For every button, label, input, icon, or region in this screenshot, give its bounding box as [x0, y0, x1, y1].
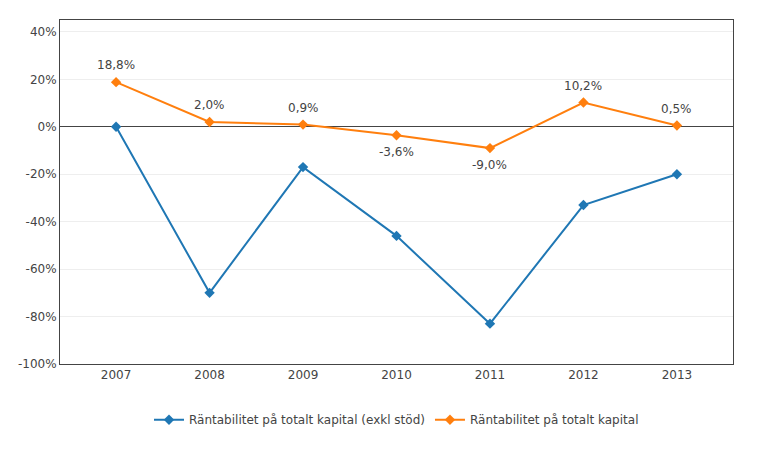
svg-text:0,5%: 0,5% [661, 102, 692, 116]
svg-text:18,8%: 18,8% [97, 58, 135, 72]
svg-text:10,2%: 10,2% [564, 79, 602, 93]
svg-text:20%: 20% [30, 73, 57, 87]
svg-text:0,9%: 0,9% [288, 101, 319, 115]
svg-text:2008: 2008 [194, 368, 225, 382]
svg-text:2010: 2010 [381, 368, 412, 382]
svg-text:2012: 2012 [568, 368, 599, 382]
svg-text:-20%: -20% [26, 167, 57, 181]
svg-text:2011: 2011 [475, 368, 506, 382]
svg-text:40%: 40% [30, 25, 57, 39]
svg-text:2007: 2007 [101, 368, 132, 382]
svg-text:2013: 2013 [662, 368, 693, 382]
svg-text:Räntabilitet på totalt kapital: Räntabilitet på totalt kapital (exkl stö… [189, 413, 425, 427]
svg-text:Räntabilitet på totalt kapital: Räntabilitet på totalt kapital [470, 413, 639, 427]
svg-text:-80%: -80% [26, 310, 57, 324]
svg-text:2009: 2009 [288, 368, 319, 382]
svg-text:-40%: -40% [26, 215, 57, 229]
svg-text:-60%: -60% [26, 262, 57, 276]
svg-text:-9,0%: -9,0% [472, 158, 507, 172]
svg-text:0%: 0% [38, 120, 57, 134]
svg-text:-100%: -100% [18, 357, 57, 371]
svg-text:-3,6%: -3,6% [379, 145, 414, 159]
svg-text:2,0%: 2,0% [194, 98, 225, 112]
